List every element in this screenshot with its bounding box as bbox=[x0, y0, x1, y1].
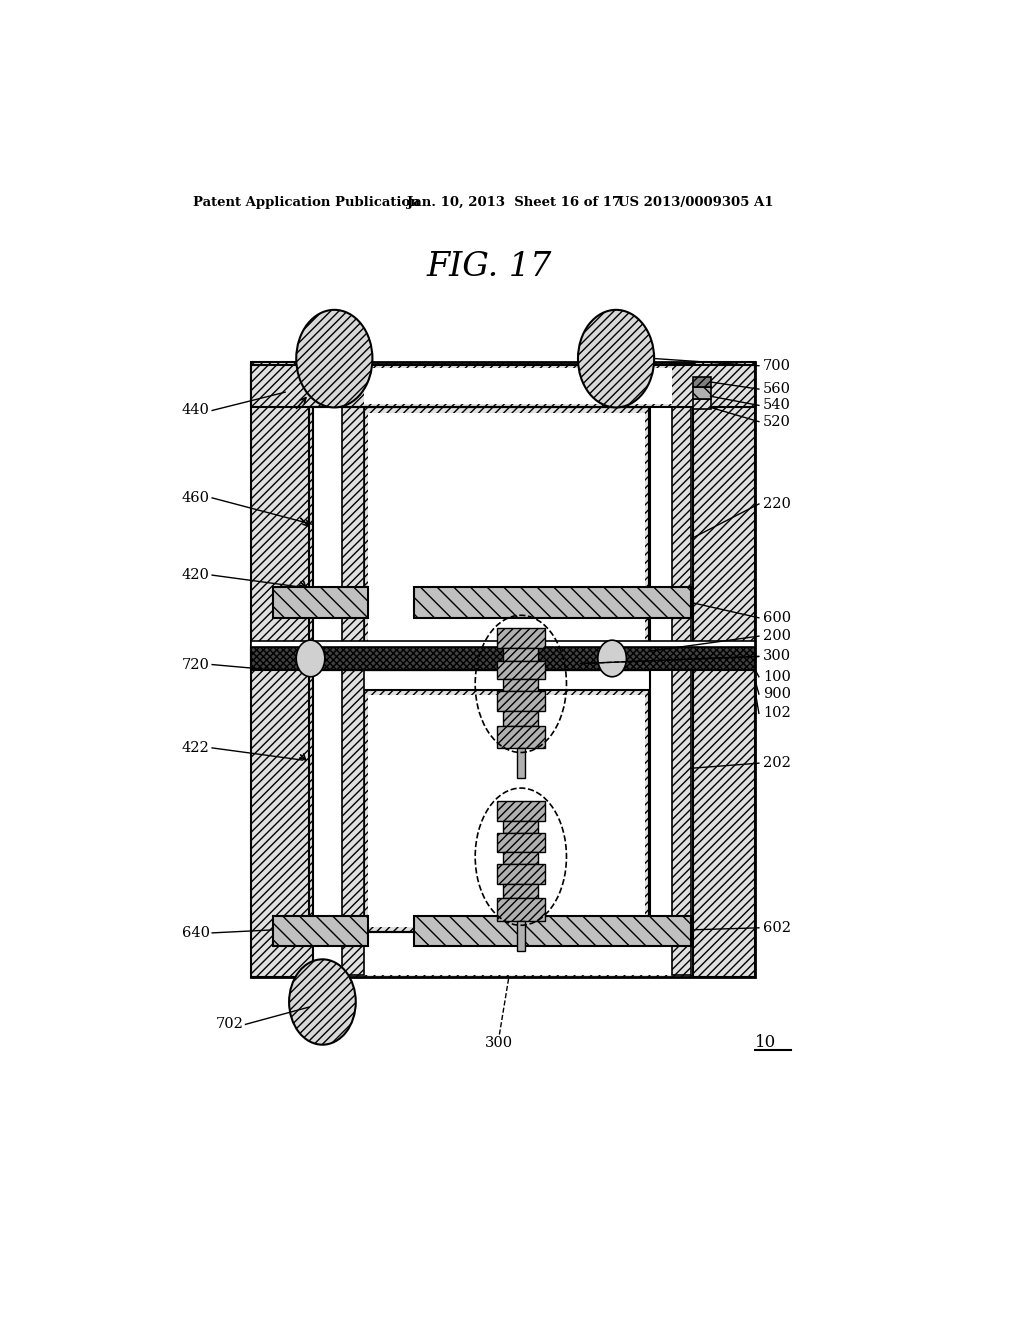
Text: 440: 440 bbox=[182, 404, 210, 417]
Bar bbox=[365, 368, 672, 404]
Bar bbox=[504, 821, 539, 833]
Circle shape bbox=[598, 640, 627, 677]
Bar bbox=[693, 387, 711, 399]
Circle shape bbox=[289, 960, 355, 1044]
Text: 300: 300 bbox=[763, 649, 791, 664]
Text: Jan. 10, 2013  Sheet 16 of 17: Jan. 10, 2013 Sheet 16 of 17 bbox=[408, 195, 622, 209]
Bar bbox=[497, 726, 545, 748]
Bar bbox=[672, 669, 691, 974]
Text: 640: 640 bbox=[182, 925, 210, 940]
Text: 300: 300 bbox=[485, 1036, 513, 1049]
Text: 420: 420 bbox=[182, 568, 210, 582]
Bar bbox=[365, 408, 648, 669]
Bar bbox=[693, 378, 711, 387]
Bar bbox=[504, 884, 539, 899]
Bar bbox=[693, 362, 755, 977]
Bar bbox=[504, 648, 539, 660]
Bar bbox=[497, 690, 545, 711]
Bar bbox=[497, 863, 545, 884]
Bar bbox=[309, 408, 650, 669]
Bar bbox=[365, 690, 648, 932]
Bar bbox=[342, 364, 365, 647]
Bar bbox=[497, 801, 545, 821]
Text: 102: 102 bbox=[763, 706, 791, 721]
Bar bbox=[504, 711, 539, 726]
Text: 520: 520 bbox=[763, 414, 791, 429]
Bar bbox=[251, 647, 755, 669]
Text: 540: 540 bbox=[763, 399, 791, 412]
Circle shape bbox=[578, 310, 654, 408]
Text: 10: 10 bbox=[755, 1034, 776, 1051]
Bar bbox=[497, 628, 545, 648]
Bar bbox=[369, 696, 645, 927]
Text: 720: 720 bbox=[182, 657, 210, 672]
Bar bbox=[672, 364, 691, 647]
Text: US 2013/0009305 A1: US 2013/0009305 A1 bbox=[618, 195, 774, 209]
Bar bbox=[251, 362, 313, 977]
Bar bbox=[517, 921, 525, 952]
Bar bbox=[369, 413, 645, 664]
Circle shape bbox=[296, 640, 325, 677]
Text: 220: 220 bbox=[763, 496, 791, 511]
Text: Patent Application Publication: Patent Application Publication bbox=[194, 195, 420, 209]
Bar bbox=[497, 660, 545, 678]
Bar bbox=[309, 669, 650, 932]
Bar bbox=[253, 669, 754, 974]
Bar bbox=[497, 833, 545, 851]
Text: 600: 600 bbox=[763, 611, 791, 624]
Bar bbox=[517, 748, 525, 779]
Bar bbox=[504, 678, 539, 690]
Text: FIG. 17: FIG. 17 bbox=[426, 251, 552, 284]
Text: 200: 200 bbox=[763, 630, 791, 643]
Bar bbox=[414, 587, 691, 618]
Bar bbox=[253, 364, 754, 647]
Text: 560: 560 bbox=[763, 381, 791, 396]
Bar bbox=[414, 916, 691, 946]
Bar bbox=[504, 851, 539, 863]
Text: 460: 460 bbox=[182, 491, 210, 504]
Circle shape bbox=[296, 310, 373, 408]
Text: 202: 202 bbox=[763, 756, 791, 770]
Bar bbox=[497, 899, 545, 921]
Bar bbox=[251, 642, 755, 647]
Text: 100: 100 bbox=[763, 669, 791, 684]
Bar bbox=[251, 362, 755, 977]
Text: 702: 702 bbox=[215, 1018, 243, 1031]
Text: 602: 602 bbox=[763, 921, 791, 935]
Bar bbox=[251, 364, 755, 408]
Bar bbox=[273, 916, 369, 946]
Bar bbox=[273, 587, 369, 618]
Text: 900: 900 bbox=[763, 686, 791, 701]
Bar bbox=[693, 399, 711, 409]
Text: 700: 700 bbox=[763, 359, 791, 372]
Text: 422: 422 bbox=[182, 741, 210, 755]
Bar bbox=[342, 669, 365, 974]
